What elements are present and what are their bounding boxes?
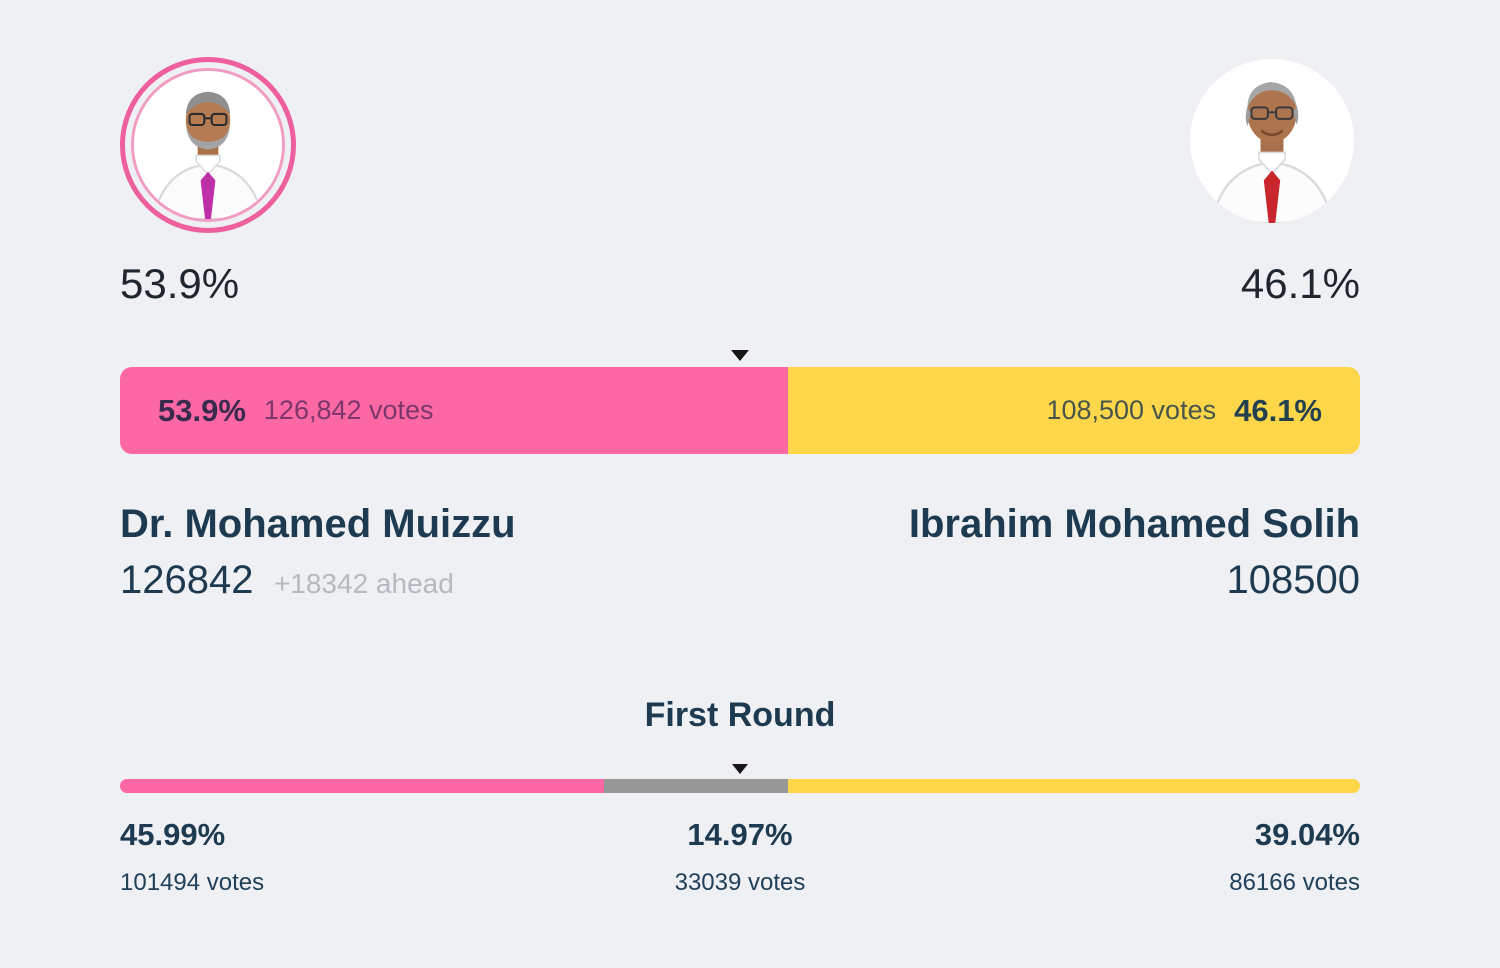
first-round-left-votes: 101494 votes [120, 869, 265, 897]
content-column: 53.9% 46.1% 53.9% 126,842 votes 108,500 … [120, 0, 1360, 897]
avatar-muizzu [131, 68, 285, 222]
runoff-bar-block: 53.9% 126,842 votes 108,500 votes 46.1% [120, 350, 1360, 455]
candidate-names-row: Dr. Mohamed Muizzu Ibrahim Mohamed Solih [120, 502, 1360, 546]
muizzu-total-group: 126842 +18342 ahead [120, 558, 454, 602]
runoff-muizzu-votes: 126,842 votes [263, 395, 434, 426]
first-round-middle-votes: 33039 votes [674, 869, 806, 897]
first-round-segment-pink [120, 779, 604, 794]
muizzu-name: Dr. Mohamed Muizzu [120, 502, 516, 547]
solih-name: Ibrahim Mohamed Solih [908, 502, 1360, 547]
runoff-stacked-bar: 53.9% 126,842 votes 108,500 votes 46.1% [120, 367, 1360, 455]
solih-headline-percent: 46.1% [1240, 260, 1360, 307]
first-round-stats-row: 45.99% 101494 votes 14.97% 33039 votes 3… [120, 817, 1360, 897]
runoff-solih-votes: 108,500 votes [1046, 395, 1217, 426]
first-round-middle-percent: 14.97% [687, 817, 793, 853]
vote-totals-row: 126842 +18342 ahead 108500 [120, 558, 1360, 602]
runoff-segment-solih: 108,500 votes 46.1% [788, 367, 1360, 455]
first-round-section: First Round 45.99% 101494 votes 14.97% 3… [120, 696, 1360, 897]
first-round-bar-block [120, 764, 1360, 794]
runoff-segment-muizzu: 53.9% 126,842 votes [120, 367, 789, 455]
first-round-stat-middle: 14.97% 33039 votes [533, 817, 946, 897]
first-round-right-percent: 39.04% [1254, 817, 1360, 853]
fifty-percent-marker-icon [731, 350, 749, 362]
first-round-stacked-bar [120, 779, 1360, 794]
first-round-title: First Round [644, 696, 836, 735]
avatar-muizzu-ring [120, 57, 296, 233]
fifty-percent-marker-icon [732, 764, 748, 775]
first-round-left-percent: 45.99% [120, 817, 226, 853]
first-round-segment-yellow [788, 779, 1360, 794]
first-round-right-votes: 86166 votes [1229, 869, 1360, 897]
avatar-solih [1190, 59, 1354, 223]
runoff-solih-percent: 46.1% [1234, 392, 1322, 428]
first-round-segment-gray [603, 779, 789, 794]
muizzu-headline-percent: 53.9% [120, 260, 240, 307]
muizzu-total-votes: 126842 [120, 558, 254, 603]
runoff-muizzu-percent: 53.9% [158, 392, 246, 428]
first-round-stat-left: 45.99% 101494 votes [120, 817, 533, 897]
avatars-row [120, 57, 1360, 235]
first-round-stat-right: 39.04% 86166 votes [947, 817, 1360, 897]
solih-total-votes: 108500 [1226, 558, 1360, 603]
solih-portrait-icon [1190, 59, 1354, 223]
headline-percent-row: 53.9% 46.1% [120, 260, 1360, 307]
muizzu-lead-note: +18342 ahead [273, 568, 454, 600]
muizzu-portrait-icon [134, 71, 282, 219]
